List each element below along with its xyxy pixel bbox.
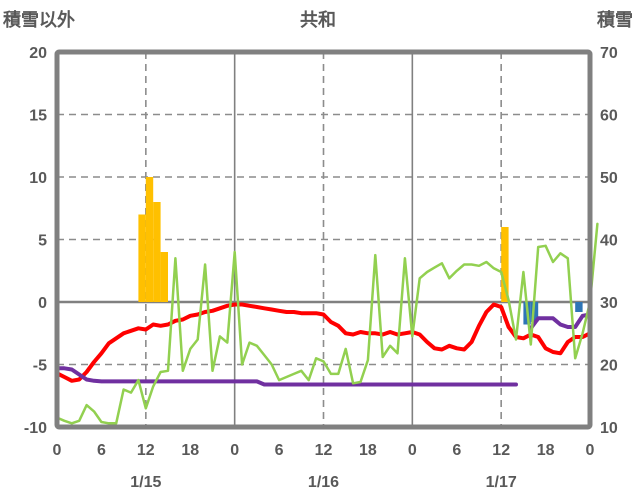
plot-border xyxy=(54,49,593,430)
svg-text:12: 12 xyxy=(137,442,155,459)
svg-text:15: 15 xyxy=(29,108,47,125)
svg-text:5: 5 xyxy=(38,233,47,250)
svg-text:18: 18 xyxy=(181,442,199,459)
svg-text:0: 0 xyxy=(53,442,62,459)
gridlines xyxy=(57,52,590,427)
x-axis-labels: 0 6 12 18 0 6 12 18 0 6 12 18 0 xyxy=(53,442,595,459)
left-axis-title: 積雪以外 xyxy=(3,10,75,30)
svg-text:0: 0 xyxy=(586,442,595,459)
purple-line xyxy=(55,312,592,387)
svg-text:0: 0 xyxy=(38,295,47,312)
svg-text:18: 18 xyxy=(359,442,377,459)
date-labels: 1/15 1/16 1/17 xyxy=(130,474,517,491)
svg-text:1/17: 1/17 xyxy=(486,474,517,491)
svg-text:0: 0 xyxy=(230,442,239,459)
svg-text:60: 60 xyxy=(600,108,618,125)
svg-text:12: 12 xyxy=(492,442,510,459)
svg-text:20: 20 xyxy=(600,358,618,375)
svg-text:50: 50 xyxy=(600,170,618,187)
svg-text:10: 10 xyxy=(600,420,618,437)
orange-bars xyxy=(138,177,509,302)
svg-text:1/16: 1/16 xyxy=(308,474,339,491)
green-line xyxy=(55,222,599,425)
svg-text:6: 6 xyxy=(97,442,106,459)
svg-text:40: 40 xyxy=(600,233,618,250)
svg-text:6: 6 xyxy=(452,442,461,459)
svg-text:10: 10 xyxy=(29,170,47,187)
left-axis-labels: 20 15 10 5 0 -5 -10 xyxy=(24,45,47,437)
svg-text:20: 20 xyxy=(29,45,47,62)
svg-text:1/15: 1/15 xyxy=(130,474,161,491)
svg-text:-10: -10 xyxy=(24,420,47,437)
red-line xyxy=(55,302,592,383)
right-axis-title: 積雪 xyxy=(597,10,633,30)
right-axis-labels: 70 60 50 40 30 20 10 xyxy=(600,45,618,437)
svg-text:18: 18 xyxy=(537,442,555,459)
svg-text:-5: -5 xyxy=(33,358,47,375)
svg-text:30: 30 xyxy=(600,295,618,312)
svg-text:70: 70 xyxy=(600,45,618,62)
svg-text:6: 6 xyxy=(275,442,284,459)
svg-text:12: 12 xyxy=(315,442,333,459)
station-title: 共和 xyxy=(300,10,336,30)
svg-text:0: 0 xyxy=(408,442,417,459)
